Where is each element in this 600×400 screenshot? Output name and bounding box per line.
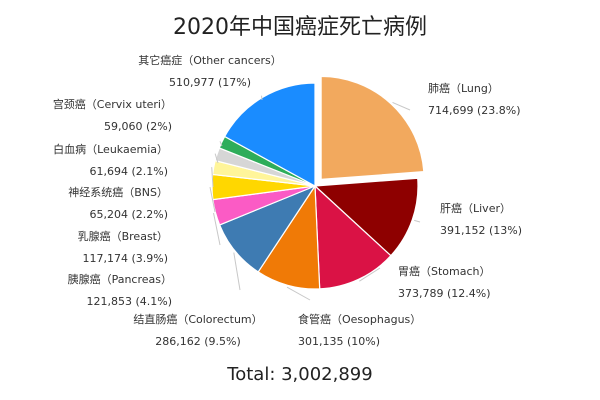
- pie-slice-liver: [313, 177, 419, 257]
- leader-line-cervix-uteri: [219, 141, 223, 147]
- slice-value: 510,977 (17%): [169, 76, 251, 89]
- slice-value: 121,853 (4.1%): [86, 295, 172, 308]
- slice-name: 宫颈癌（Cervix uteri）: [53, 97, 172, 111]
- slice-value: 301,135 (10%): [298, 335, 380, 348]
- slice-label-oesophagus: 食管癌（Oesophagus） 301,135 (10%): [298, 312, 421, 348]
- leader-line-stomach: [359, 267, 381, 282]
- leader-line-pancreas: [213, 212, 221, 246]
- slice-label-colorectum: 结直肠癌（Colorectum） 286,162 (9.5%): [133, 312, 262, 348]
- slice-label-leukaemia: 白血病（Leukaemia） 61,694 (2.1%): [53, 142, 168, 178]
- slice-label-breast: 乳腺癌（Breast） 117,174 (3.9%): [78, 229, 168, 265]
- slice-name: 肝癌（Liver）: [440, 201, 511, 215]
- slice-value: 373,789 (12.4%): [398, 287, 491, 300]
- slice-label-bns: 神经系统癌（BNS） 65,204 (2.2%): [68, 185, 168, 221]
- slice-labels: 肺癌（Lung） 714,699 (23.8%) 肝癌（Liver） 391,152 …: [53, 53, 522, 348]
- leader-line-colorectum: [233, 252, 241, 291]
- slice-value: 117,174 (3.9%): [82, 252, 168, 265]
- leader-line-breast: [209, 186, 216, 213]
- slice-label-stomach: 胃癌（Stomach） 373,789 (12.4%): [398, 264, 491, 300]
- leader-line-lung: [392, 101, 411, 111]
- leader-lines: [209, 95, 421, 301]
- slice-value: 391,152 (13%): [440, 224, 522, 237]
- slice-name: 结直肠癌（Colorectum）: [133, 312, 262, 326]
- leader-line-leukaemia: [214, 153, 219, 164]
- slice-label-pancreas: 胰腺癌（Pancreas） 121,853 (4.1%): [68, 272, 172, 308]
- chart-title: 2020年中国癌症死亡病例: [173, 15, 427, 40]
- leader-line-oesophagus: [286, 286, 311, 301]
- slice-name: 胰腺癌（Pancreas）: [68, 272, 172, 286]
- slice-name: 其它癌症（Other cancers）: [138, 53, 282, 67]
- slice-name: 肺癌（Lung）: [428, 81, 499, 95]
- slice-value: 714,699 (23.8%): [428, 104, 521, 117]
- slice-name: 食管癌（Oesophagus）: [298, 312, 421, 326]
- pie-slice-lung: [320, 75, 425, 181]
- slice-name: 乳腺癌（Breast）: [78, 229, 168, 243]
- slice-value: 59,060 (2%): [104, 120, 172, 133]
- slice-value: 61,694 (2.1%): [89, 165, 168, 178]
- slice-name: 胃癌（Stomach）: [398, 264, 491, 278]
- slice-value: 65,204 (2.2%): [89, 208, 168, 221]
- slice-label-cervix-uteri: 宫颈癌（Cervix uteri） 59,060 (2%): [53, 97, 172, 133]
- pie-slice-stomach: [314, 184, 392, 290]
- leader-line-bns: [211, 167, 214, 188]
- slice-label-liver: 肝癌（Liver） 391,152 (13%): [440, 201, 522, 237]
- slice-label-other-cancers: 其它癌症（Other cancers） 510,977 (17%): [138, 53, 282, 89]
- leader-line-liver: [414, 219, 421, 223]
- pie-slices: [211, 75, 425, 290]
- slice-name: 白血病（Leukaemia）: [53, 142, 168, 156]
- chart-total: Total: 3,002,899: [226, 364, 372, 385]
- slice-label-lung: 肺癌（Lung） 714,699 (23.8%): [428, 81, 521, 117]
- slice-name: 神经系统癌（BNS）: [68, 185, 168, 199]
- pie-slice-other-cancers: [223, 82, 316, 188]
- slice-value: 286,162 (9.5%): [155, 335, 241, 348]
